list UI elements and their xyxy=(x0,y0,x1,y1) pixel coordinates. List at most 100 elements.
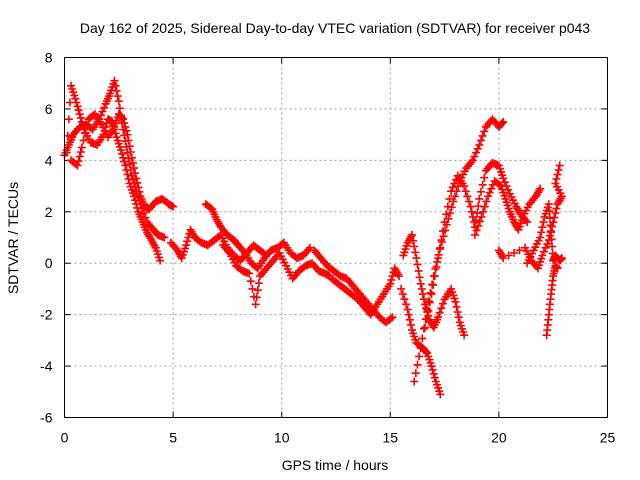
data-point xyxy=(427,290,436,299)
data-point xyxy=(132,200,141,209)
data-point xyxy=(544,200,553,209)
data-point xyxy=(253,286,262,295)
data-point xyxy=(476,187,485,196)
data-point xyxy=(76,113,85,122)
data-point xyxy=(127,153,136,162)
data-point xyxy=(419,295,428,304)
data-point xyxy=(467,207,476,216)
plot-frame xyxy=(64,57,608,418)
data-point xyxy=(446,209,455,218)
data-point xyxy=(442,210,451,219)
data-point xyxy=(115,104,124,113)
data-point xyxy=(499,254,508,263)
data-point xyxy=(473,144,482,153)
data-point xyxy=(386,314,395,323)
data-point xyxy=(487,184,496,193)
data-point xyxy=(406,320,415,329)
data-point xyxy=(114,97,123,106)
data-point xyxy=(248,284,257,293)
data-point xyxy=(421,323,430,332)
data-point xyxy=(430,373,439,382)
data-point xyxy=(547,228,556,237)
data-point xyxy=(131,196,140,205)
data-point xyxy=(110,76,119,85)
data-point xyxy=(480,127,489,136)
data-point xyxy=(403,305,412,314)
data-point xyxy=(123,170,132,179)
data-point xyxy=(478,180,487,189)
data-points xyxy=(60,76,566,399)
data-point xyxy=(415,273,424,282)
series-group xyxy=(471,176,545,239)
data-point xyxy=(479,207,488,216)
y-tick-label: -2 xyxy=(40,307,53,323)
data-point xyxy=(122,166,131,174)
x-tick-label: 20 xyxy=(491,430,507,446)
data-point xyxy=(75,110,84,119)
data-point xyxy=(543,239,552,248)
data-point xyxy=(461,187,470,196)
data-point xyxy=(551,179,560,188)
data-point xyxy=(443,202,452,211)
data-point xyxy=(451,297,460,306)
data-point xyxy=(246,277,255,286)
data-point xyxy=(133,203,142,212)
data-point xyxy=(499,174,508,183)
data-point xyxy=(545,207,554,216)
data-point xyxy=(112,86,121,95)
data-point xyxy=(113,92,122,101)
data-point xyxy=(476,136,485,145)
data-point xyxy=(134,183,143,192)
data-point xyxy=(415,352,424,361)
data-point xyxy=(499,117,508,126)
data-point xyxy=(430,272,439,281)
data-point xyxy=(552,175,561,183)
data-point xyxy=(538,223,547,232)
data-point xyxy=(429,369,438,378)
data-point xyxy=(438,299,447,308)
data-point xyxy=(437,304,446,313)
data-point xyxy=(468,156,477,165)
data-point xyxy=(475,217,484,226)
data-point xyxy=(477,212,486,221)
data-point xyxy=(547,235,556,244)
y-tick-label: -4 xyxy=(40,358,53,374)
data-point xyxy=(398,290,407,299)
series-group xyxy=(201,200,314,273)
data-point xyxy=(554,166,563,174)
data-point xyxy=(124,175,133,183)
x-tick-label: 25 xyxy=(600,430,616,446)
data-point xyxy=(394,272,403,281)
data-point xyxy=(480,173,489,182)
data-point xyxy=(410,242,419,251)
data-point xyxy=(77,143,86,152)
data-point xyxy=(425,298,434,307)
x-tick-label: 5 xyxy=(169,430,177,446)
data-point xyxy=(118,113,127,122)
data-point xyxy=(472,216,481,225)
data-point xyxy=(156,256,165,265)
tick-labels: 0 5 10 15 20 25 -6 -4 -2 0 2 4 6 8 xyxy=(40,50,615,446)
chart-title: Day 162 of 2025, Sidereal Day-to-day VTE… xyxy=(80,20,590,36)
data-point xyxy=(73,161,82,170)
series-group xyxy=(397,284,445,399)
data-point xyxy=(551,209,560,218)
data-point xyxy=(74,106,83,115)
data-point xyxy=(251,300,260,309)
data-point xyxy=(118,149,127,158)
series-group xyxy=(219,241,334,309)
data-point xyxy=(498,119,507,128)
data-point xyxy=(119,153,128,162)
data-point xyxy=(77,117,86,126)
data-point xyxy=(130,164,139,173)
data-point xyxy=(76,148,85,156)
x-tick-label: 10 xyxy=(274,430,290,446)
data-point xyxy=(426,288,435,297)
data-point xyxy=(418,334,427,343)
data-point xyxy=(484,192,493,201)
data-point xyxy=(553,170,562,179)
data-point xyxy=(409,236,418,245)
data-point xyxy=(81,129,90,138)
data-point xyxy=(116,146,125,155)
data-point xyxy=(131,169,140,178)
